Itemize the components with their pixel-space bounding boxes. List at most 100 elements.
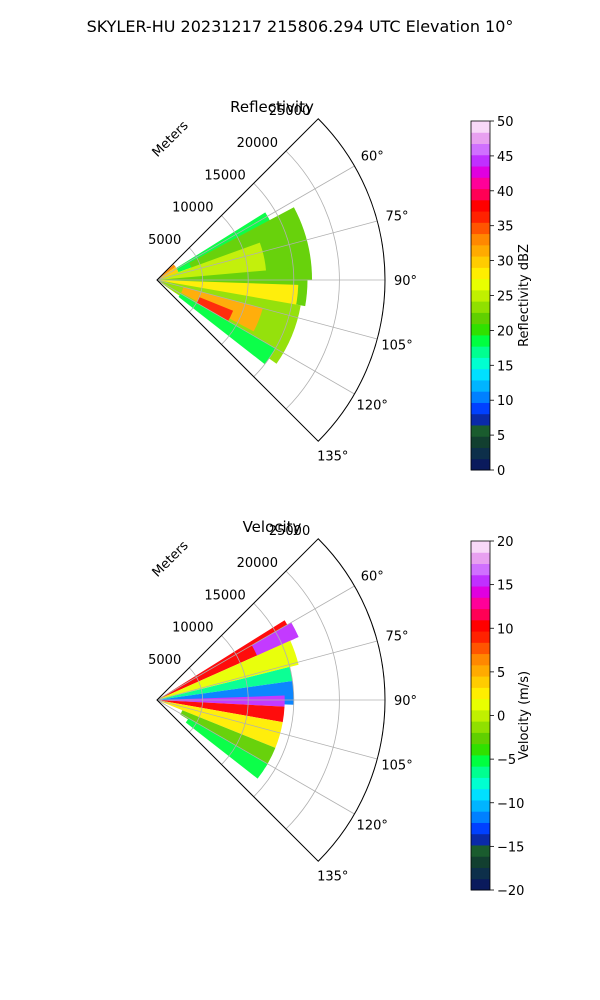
colorbar-swatch bbox=[471, 154, 490, 167]
panel-reflectivity: Reflectivity 5000 10000 15000 20000 25000 60° 7… bbox=[148, 98, 532, 479]
colorbar-swatch bbox=[471, 833, 490, 846]
colorbar-swatch bbox=[471, 334, 490, 347]
colorbar-tick-label: 5 bbox=[497, 666, 505, 681]
colorbar-swatch bbox=[471, 267, 490, 280]
grid-spoke bbox=[156, 220, 378, 281]
colorbar-swatch bbox=[471, 391, 490, 403]
azimuth-tick-label: 60° bbox=[361, 570, 384, 585]
grid-spoke bbox=[156, 699, 355, 815]
colorbar-label: Velocity (m/s) bbox=[517, 671, 532, 760]
field-cell bbox=[195, 297, 234, 324]
grid-spoke bbox=[156, 279, 355, 395]
range-tick-label: 20000 bbox=[237, 136, 278, 151]
colorbar-swatch bbox=[471, 357, 490, 370]
range-tick-label: 25000 bbox=[269, 104, 310, 119]
colorbar-swatch bbox=[471, 799, 490, 812]
colorbar-swatch bbox=[471, 368, 490, 381]
colorbar-swatch bbox=[471, 777, 490, 790]
field-cell bbox=[157, 264, 176, 280]
colorbar-swatch bbox=[471, 811, 490, 823]
colorbar-swatch bbox=[471, 844, 490, 857]
colorbar: −20 −15 −10 −5 0 5 10 15 20 Velocity (m/s) bbox=[470, 535, 532, 899]
colorbar-swatch bbox=[471, 121, 490, 133]
azimuth-tick-label: 90° bbox=[394, 694, 417, 709]
range-tick-label: 10000 bbox=[172, 201, 213, 216]
colorbar-swatch bbox=[471, 867, 490, 880]
colorbar-swatch bbox=[471, 222, 490, 235]
range-tick-label: 5000 bbox=[148, 653, 181, 668]
range-axis-label: Meters bbox=[150, 118, 192, 160]
azimuth-tick-label: 75° bbox=[386, 210, 409, 225]
colorbar-swatch bbox=[471, 698, 490, 711]
colorbar-swatch bbox=[471, 642, 490, 655]
azimuth-tick-label: 120° bbox=[357, 818, 388, 833]
colorbar-tick-label: −5 bbox=[497, 753, 516, 768]
azimuth-tick-label: 105° bbox=[381, 338, 412, 353]
colorbar-swatch bbox=[471, 732, 490, 745]
range-tick-label: 15000 bbox=[204, 168, 245, 183]
colorbar-swatch bbox=[471, 856, 490, 868]
field-cell bbox=[157, 700, 285, 723]
field-cell bbox=[185, 718, 268, 779]
azimuth-tick-label: 135° bbox=[317, 870, 348, 885]
field-cell bbox=[157, 695, 285, 707]
colorbar-swatch bbox=[471, 346, 490, 358]
range-tick-label: 10000 bbox=[172, 621, 213, 636]
azimuth-tick-label: 75° bbox=[386, 630, 409, 645]
colorbar-swatch bbox=[471, 586, 490, 598]
colorbar-tick-label: 15 bbox=[497, 579, 514, 594]
range-tick-label: 5000 bbox=[148, 233, 181, 248]
colorbar-tick-label: 10 bbox=[497, 394, 514, 409]
colorbar-swatch bbox=[471, 743, 490, 756]
colorbar-swatch bbox=[471, 211, 490, 223]
data-field bbox=[157, 207, 313, 365]
colorbar-swatch bbox=[471, 301, 490, 313]
azimuth-tick-label: 90° bbox=[394, 274, 417, 289]
grid-spoke bbox=[156, 640, 378, 701]
azimuth-tick-label: 60° bbox=[361, 150, 384, 165]
colorbar-swatch bbox=[471, 424, 490, 437]
colorbar-swatch bbox=[471, 754, 490, 767]
colorbar-tick-label: 50 bbox=[497, 115, 514, 130]
field-cell bbox=[157, 242, 267, 280]
colorbar-tick-label: 30 bbox=[497, 255, 514, 270]
colorbar-swatch bbox=[471, 709, 490, 722]
range-axis-label: Meters bbox=[150, 538, 192, 580]
colorbar-tick-label: 45 bbox=[497, 150, 514, 165]
panel-title: Velocity bbox=[243, 518, 302, 536]
colorbar-tick-label: 20 bbox=[497, 535, 514, 550]
grid-spoke bbox=[156, 165, 355, 281]
colorbar-swatch bbox=[471, 256, 490, 268]
range-tick-label: 25000 bbox=[269, 524, 310, 539]
colorbar-swatch bbox=[471, 166, 490, 178]
colorbar-swatch bbox=[471, 687, 490, 700]
field-cell bbox=[157, 700, 283, 748]
colorbar-tick-label: −20 bbox=[497, 884, 524, 899]
colorbar-swatch bbox=[471, 413, 490, 426]
colorbar-tick-label: 0 bbox=[497, 710, 505, 725]
range-tick-label: 15000 bbox=[204, 588, 245, 603]
panel-velocity: Velocity 5000 10000 15000 20000 25000 60° 75° 90… bbox=[148, 518, 532, 899]
colorbar-tick-label: 35 bbox=[497, 220, 514, 235]
grid-spoke bbox=[156, 279, 378, 340]
colorbar-tick-label: 15 bbox=[497, 359, 514, 374]
sector-frame bbox=[156, 538, 386, 862]
azimuth-tick-label: 105° bbox=[381, 758, 412, 773]
colorbar-tick-label: 5 bbox=[497, 429, 505, 444]
colorbar-swatch bbox=[471, 664, 490, 677]
colorbar-swatch bbox=[471, 379, 490, 392]
colorbar-swatch bbox=[471, 233, 490, 246]
colorbar-swatch bbox=[471, 447, 490, 460]
colorbar-swatch bbox=[471, 631, 490, 643]
range-tick-label: 20000 bbox=[237, 556, 278, 571]
colorbar-swatch bbox=[471, 541, 490, 553]
azimuth-tick-label: 120° bbox=[357, 398, 388, 413]
colorbar-swatch bbox=[471, 289, 490, 302]
colorbar-swatch bbox=[471, 822, 490, 835]
colorbar-swatch bbox=[471, 177, 490, 190]
colorbar-swatch bbox=[471, 597, 490, 610]
colorbar-swatch bbox=[471, 608, 490, 621]
sector-frame bbox=[156, 118, 386, 442]
field-cell bbox=[178, 293, 276, 365]
colorbar-swatch bbox=[471, 199, 490, 212]
